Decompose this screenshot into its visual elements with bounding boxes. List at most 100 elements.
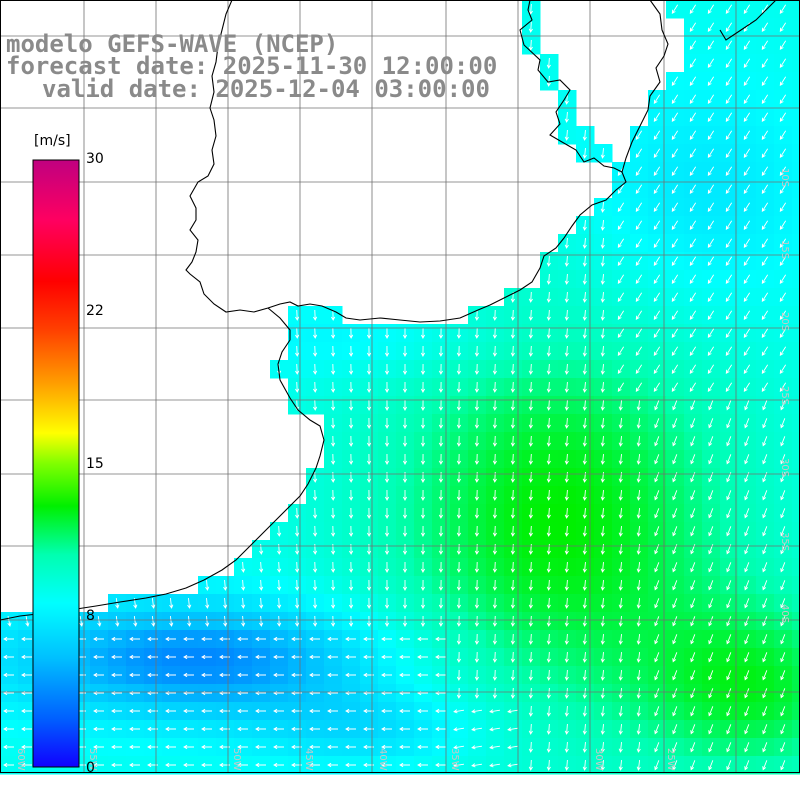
wind-arrow — [689, 22, 697, 33]
wind-arrow — [780, 598, 786, 609]
wind-arrow — [600, 741, 605, 753]
wind-arrow — [582, 723, 587, 735]
wind-arrow — [725, 310, 733, 321]
wind-arrow — [690, 742, 696, 753]
wind-arrow — [582, 615, 587, 627]
wind-arrow — [671, 76, 679, 87]
wind-arrow — [510, 633, 515, 645]
wind-arrow — [779, 22, 787, 33]
wind-arrow — [510, 363, 515, 375]
wind-arrow — [384, 345, 390, 357]
wind-arrow — [115, 615, 120, 627]
wind-arrow — [707, 148, 715, 159]
wind-arrow — [564, 723, 569, 735]
wind-arrow — [671, 382, 679, 393]
wind-arrow — [528, 309, 533, 321]
wind-arrow — [295, 597, 300, 609]
wind-arrow — [564, 453, 569, 465]
wind-arrow — [420, 615, 426, 627]
wind-arrow — [348, 579, 354, 591]
wind-arrow — [671, 130, 679, 141]
wind-arrow — [564, 759, 569, 771]
wind-arrow — [295, 345, 300, 357]
wind-arrow — [474, 597, 479, 609]
wind-arrow — [707, 328, 715, 339]
wind-arrow — [636, 651, 641, 663]
wind-arrow — [528, 363, 533, 375]
wind-arrow — [417, 654, 428, 660]
wind-arrow — [402, 615, 408, 627]
wind-arrow — [635, 220, 643, 231]
wind-arrow — [169, 615, 174, 627]
wind-arrow — [618, 723, 623, 735]
wind-arrow — [399, 762, 410, 768]
wind-arrow — [546, 309, 551, 321]
wind-arrow — [564, 345, 569, 357]
wind-arrow — [399, 744, 410, 750]
wind-arrow — [366, 453, 372, 465]
wind-arrow — [654, 724, 660, 735]
wind-arrow — [3, 708, 14, 714]
wind-arrow — [653, 220, 661, 231]
wind-arrow — [111, 672, 122, 678]
wind-arrow — [689, 382, 697, 393]
longitude-label: 45W — [303, 748, 314, 771]
wind-arrow — [345, 672, 356, 678]
wind-arrow — [402, 597, 408, 609]
wind-arrow — [223, 579, 228, 591]
wind-arrow — [111, 726, 122, 732]
wind-arrow — [726, 706, 732, 717]
wind-arrow — [384, 381, 390, 393]
wind-arrow — [384, 507, 390, 519]
wind-arrow — [3, 672, 14, 678]
wind-arrow — [402, 363, 408, 375]
wind-arrow — [708, 706, 714, 717]
wind-arrow — [471, 745, 483, 750]
wind-arrow — [744, 418, 750, 429]
wind-arrow — [582, 489, 587, 501]
wind-arrow — [617, 310, 625, 321]
wind-arrow — [3, 744, 14, 750]
wind-arrow — [564, 633, 569, 645]
wind-arrow — [600, 345, 605, 357]
wind-arrow — [600, 255, 605, 267]
wind-arrow — [582, 219, 587, 231]
wind-arrow — [600, 489, 605, 501]
latitude-label: 30S — [779, 458, 790, 477]
wind-arrow — [779, 148, 787, 159]
wind-arrow — [546, 633, 551, 645]
wind-arrow — [617, 346, 625, 357]
wind-arrow — [689, 112, 697, 123]
wind-arrow — [546, 741, 551, 753]
wind-arrow — [183, 744, 194, 750]
wind-arrow — [780, 580, 786, 591]
wind-arrow — [600, 615, 605, 627]
wind-arrow — [438, 399, 444, 411]
wind-arrow — [474, 417, 479, 429]
wind-arrow — [744, 490, 750, 501]
wind-arrow — [420, 507, 426, 519]
wind-arrow — [617, 274, 625, 285]
wind-arrow — [743, 76, 751, 87]
wind-arrow — [761, 76, 769, 87]
wind-arrow — [331, 309, 336, 321]
wind-arrow — [744, 400, 750, 411]
wind-arrow — [671, 166, 679, 177]
wind-arrow — [402, 453, 408, 465]
wind-arrow — [402, 579, 408, 591]
wind-arrow — [528, 561, 533, 573]
wind-arrow — [507, 763, 519, 768]
wind-arrow — [582, 381, 587, 393]
wind-arrow — [564, 273, 569, 285]
wind-arrow — [456, 615, 462, 627]
wind-arrow — [151, 615, 156, 627]
wind-arrow — [348, 597, 354, 609]
wind-arrow — [635, 130, 643, 141]
wind-arrow — [546, 579, 551, 591]
wind-arrow — [617, 238, 625, 249]
wind-arrow — [744, 724, 750, 735]
wind-arrow — [546, 453, 551, 465]
wind-arrow — [617, 382, 625, 393]
wind-arrow — [707, 310, 715, 321]
